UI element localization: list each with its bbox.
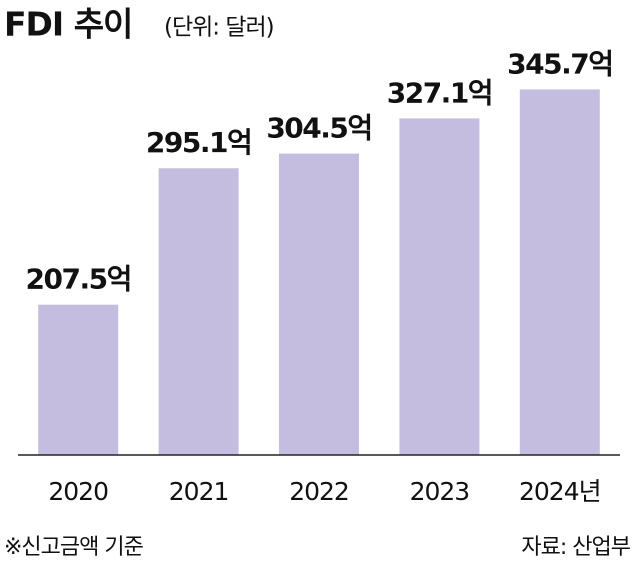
value-label: 295.1억: [146, 126, 251, 159]
note: ※신고금액 기준: [4, 535, 144, 560]
x-tick-label: 2022: [289, 477, 349, 506]
x-tick-label: 2020: [48, 477, 108, 506]
x-tick-label: 2024년: [519, 477, 601, 506]
value-label: 207.5억: [26, 263, 131, 296]
bar: [279, 153, 359, 455]
bar: [519, 89, 600, 455]
chart-title: FDI 추이: [4, 5, 132, 44]
value-label: 327.1억: [387, 76, 492, 109]
bar: [38, 304, 119, 455]
x-tick-label: 2021: [169, 477, 229, 506]
value-label: 304.5억: [266, 112, 371, 145]
chart-subtitle: (단위: 달러): [164, 15, 274, 41]
x-tick-label: 2023: [410, 477, 470, 506]
bar: [399, 118, 480, 456]
bar: [158, 168, 239, 455]
source: 자료: 산업부: [521, 535, 630, 560]
value-label: 345.7억: [507, 47, 612, 80]
